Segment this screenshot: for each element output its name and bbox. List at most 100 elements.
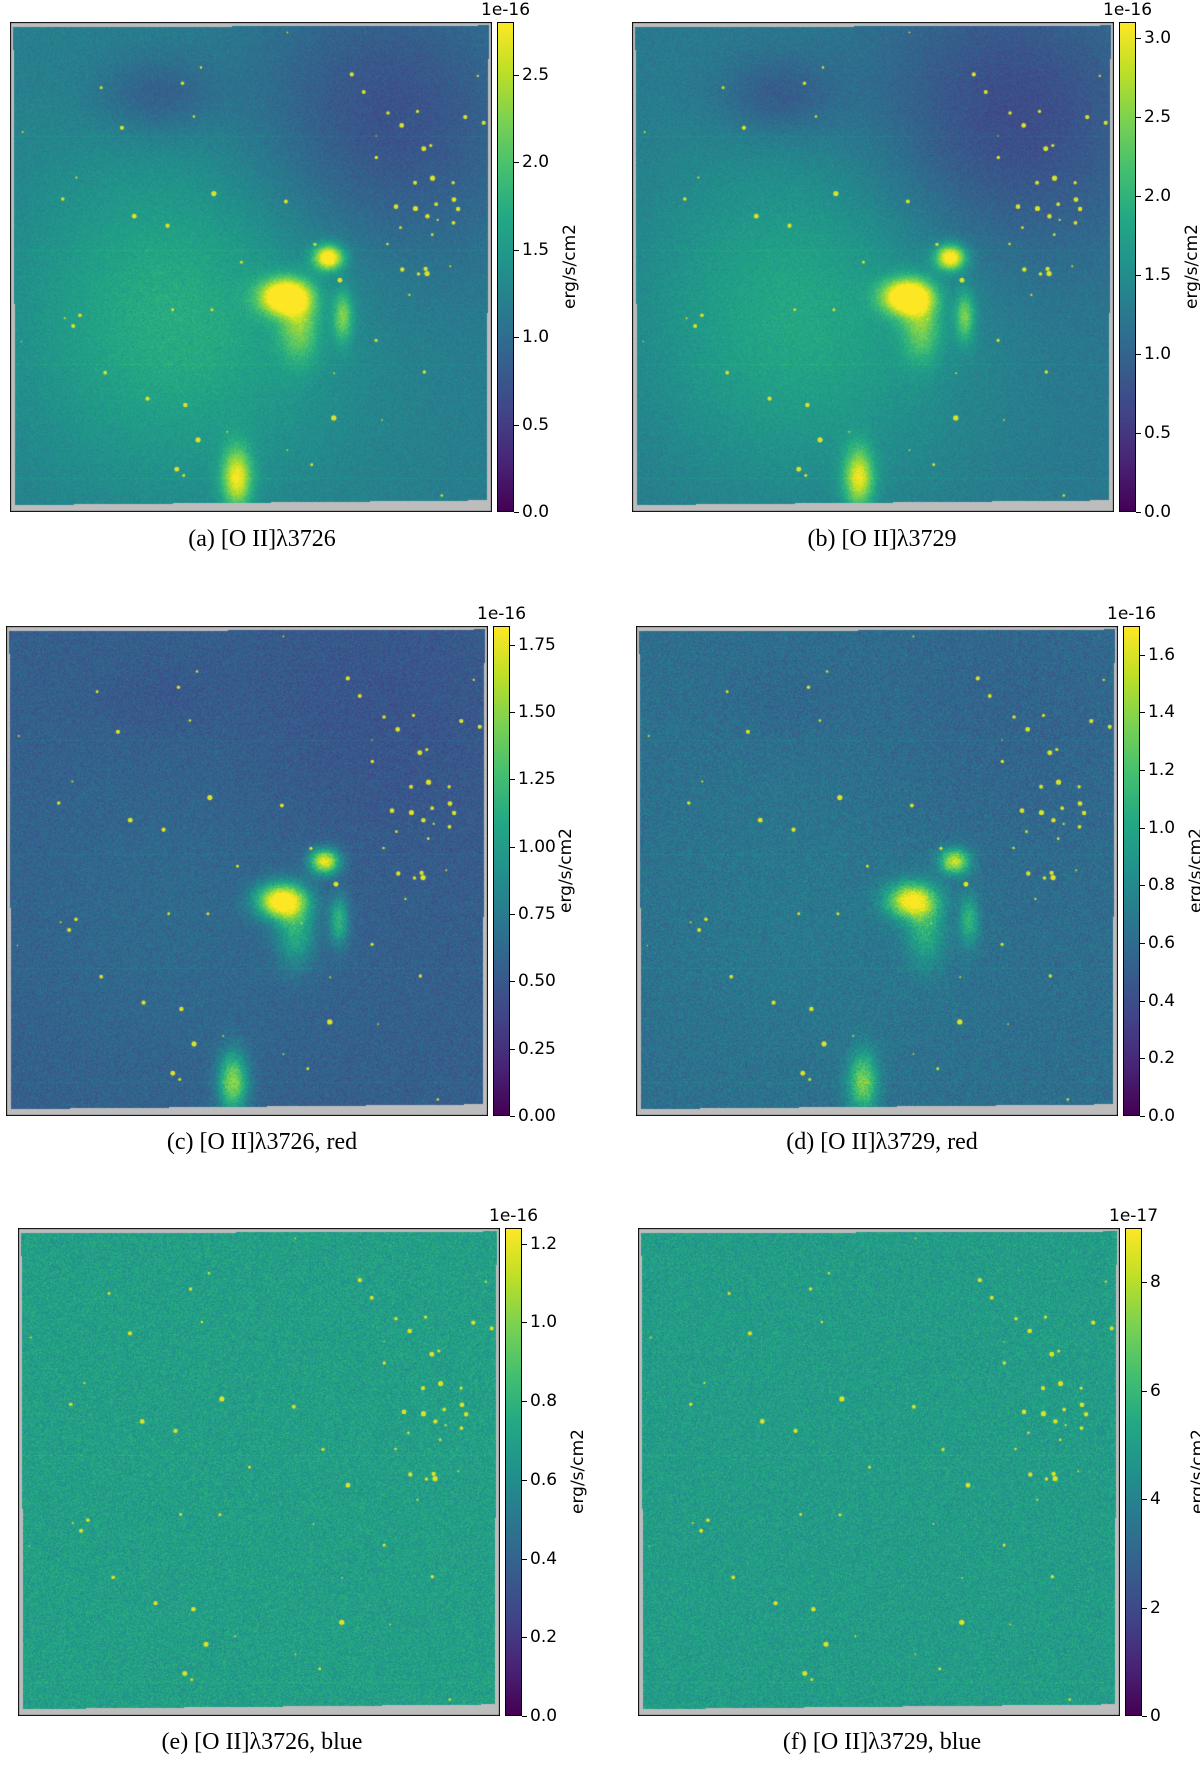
colorbar-tick-label: 2.5 (522, 65, 550, 85)
colorbar-tick-label: 0.6 (530, 1470, 558, 1490)
emission-map-f (638, 1228, 1120, 1716)
colorbar-exponent-b: 1e-16 (1103, 0, 1153, 20)
colorbar-unit-f: erg/s/cm2 (1187, 1429, 1200, 1514)
colorbar-tick-label: 2.5 (1144, 107, 1172, 127)
colorbar-tick-label: 4 (1150, 1489, 1161, 1509)
panel-b (632, 22, 1114, 512)
colorbar-tick-mark (1136, 117, 1141, 118)
colorbar-exponent-c: 1e-16 (477, 604, 527, 624)
colorbar-tick-label: 3.0 (1144, 28, 1172, 48)
colorbar-e (505, 1228, 522, 1716)
colorbar-tick-label: 0.0 (1144, 502, 1172, 522)
colorbar-exponent-e: 1e-16 (489, 1206, 539, 1226)
colorbar-tick-mark (522, 1559, 527, 1560)
colorbar-tick-mark (522, 1322, 527, 1323)
emission-map-a (10, 22, 492, 512)
colorbar-tick-mark (1142, 1499, 1147, 1500)
caption-d: (d) [O II]λ3729, red (786, 1129, 978, 1155)
colorbar-tick-label: 1.0 (530, 1312, 558, 1332)
emission-map-e (18, 1228, 500, 1716)
colorbar-tick-mark (1140, 1001, 1145, 1002)
colorbar-tick-mark (522, 1401, 527, 1402)
colorbar-tick-label: 1.75 (518, 635, 556, 655)
colorbar-tick-label: 0.5 (1144, 423, 1172, 443)
colorbar-tick-label: 0.2 (530, 1627, 558, 1647)
colorbar-d (1123, 626, 1140, 1116)
colorbar-tick-label: 1.5 (1144, 265, 1172, 285)
colorbar-tick-mark (1136, 512, 1141, 513)
colorbar-tick-label: 1.00 (518, 837, 556, 857)
emission-map-d (636, 626, 1118, 1116)
colorbar-tick-mark (514, 162, 519, 163)
colorbar-tick-mark (1140, 1116, 1145, 1117)
emission-map-b (632, 22, 1114, 512)
colorbar-tick-label: 0.2 (1148, 1048, 1176, 1068)
colorbar-tick-label: 1.5 (522, 240, 550, 260)
emission-map-c (6, 626, 488, 1116)
colorbar-tick-label: 0.50 (518, 971, 556, 991)
caption-b: (b) [O II]λ3729 (807, 526, 957, 552)
colorbar-tick-label: 0.6 (1148, 933, 1176, 953)
colorbar-tick-mark (510, 645, 515, 646)
colorbar-tick-label: 2 (1150, 1598, 1161, 1618)
colorbar-tick-label: 0.25 (518, 1039, 556, 1059)
colorbar-tick-mark (510, 981, 515, 982)
colorbar-tick-mark (522, 1716, 527, 1717)
colorbar-tick-mark (510, 1049, 515, 1050)
colorbar-exponent-a: 1e-16 (481, 0, 531, 20)
caption-e: (e) [O II]λ3726, blue (161, 1729, 363, 1755)
colorbar-tick-mark (514, 512, 519, 513)
panel-f (638, 1228, 1120, 1716)
panel-c (6, 626, 488, 1116)
colorbar-tick-mark (1136, 196, 1141, 197)
colorbar-tick-label: 0.75 (518, 904, 556, 924)
colorbar-tick-mark (510, 712, 515, 713)
colorbar-exponent-f: 1e-17 (1109, 1206, 1159, 1226)
colorbar-unit-d: erg/s/cm2 (1185, 828, 1200, 913)
colorbar-unit-e: erg/s/cm2 (567, 1429, 588, 1514)
colorbar-tick-label: 0.5 (522, 415, 550, 435)
colorbar-tick-mark (1140, 828, 1145, 829)
colorbar-tick-mark (1140, 943, 1145, 944)
colorbar-tick-mark (514, 75, 519, 76)
colorbar-tick-mark (1140, 712, 1145, 713)
colorbar-unit-b: erg/s/cm2 (1181, 224, 1200, 309)
colorbar-tick-label: 6 (1150, 1381, 1161, 1401)
colorbar-tick-label: 1.0 (1148, 818, 1176, 838)
colorbar-tick-mark (510, 1116, 515, 1117)
colorbar-unit-c: erg/s/cm2 (555, 828, 576, 913)
colorbar-tick-label: 0.0 (530, 1706, 558, 1726)
panel-d (636, 626, 1118, 1116)
colorbar-tick-label: 1.25 (518, 769, 556, 789)
colorbar-tick-mark (1140, 1058, 1145, 1059)
colorbar-exponent-d: 1e-16 (1107, 604, 1157, 624)
colorbar-tick-label: 0.8 (530, 1391, 558, 1411)
colorbar-tick-label: 1.50 (518, 702, 556, 722)
colorbar-tick-mark (1136, 275, 1141, 276)
colorbar-tick-mark (510, 847, 515, 848)
colorbar-tick-label: 0 (1150, 1706, 1161, 1726)
colorbar-tick-mark (1136, 433, 1141, 434)
caption-c: (c) [O II]λ3726, red (166, 1129, 358, 1155)
colorbar-tick-mark (1140, 885, 1145, 886)
colorbar-tick-label: 1.2 (530, 1234, 558, 1254)
panel-e (18, 1228, 500, 1716)
colorbar-c (493, 626, 510, 1116)
colorbar-tick-label: 0.0 (522, 502, 550, 522)
colorbar-tick-mark (510, 914, 515, 915)
colorbar-tick-mark (514, 337, 519, 338)
colorbar-tick-mark (514, 250, 519, 251)
colorbar-tick-mark (1142, 1391, 1147, 1392)
colorbar-b (1119, 22, 1136, 512)
colorbar-tick-mark (1136, 354, 1141, 355)
colorbar-tick-mark (522, 1244, 527, 1245)
caption-a: (a) [O II]λ3726 (188, 526, 336, 552)
colorbar-tick-label: 0.4 (530, 1549, 558, 1569)
colorbar-tick-label: 2.0 (1144, 186, 1172, 206)
colorbar-a (497, 22, 514, 512)
colorbar-tick-label: 8 (1150, 1272, 1161, 1292)
colorbar-tick-mark (522, 1480, 527, 1481)
colorbar-tick-label: 0.8 (1148, 875, 1176, 895)
colorbar-tick-label: 1.4 (1148, 702, 1176, 722)
colorbar-tick-label: 0.00 (518, 1106, 556, 1126)
